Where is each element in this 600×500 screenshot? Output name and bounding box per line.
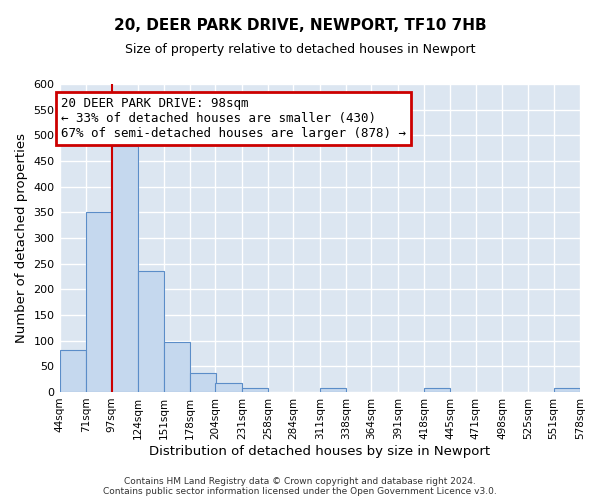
Bar <box>242 388 268 392</box>
Text: Contains HM Land Registry data © Crown copyright and database right 2024.: Contains HM Land Registry data © Crown c… <box>124 477 476 486</box>
Bar <box>164 342 190 392</box>
Text: Contains public sector information licensed under the Open Government Licence v3: Contains public sector information licen… <box>103 487 497 496</box>
Bar <box>554 388 580 392</box>
Bar <box>190 374 217 392</box>
Bar <box>86 212 112 392</box>
Text: 20 DEER PARK DRIVE: 98sqm
← 33% of detached houses are smaller (430)
67% of semi: 20 DEER PARK DRIVE: 98sqm ← 33% of detac… <box>61 97 406 140</box>
X-axis label: Distribution of detached houses by size in Newport: Distribution of detached houses by size … <box>149 444 490 458</box>
Text: Size of property relative to detached houses in Newport: Size of property relative to detached ho… <box>125 42 475 56</box>
Bar <box>320 388 346 392</box>
Y-axis label: Number of detached properties: Number of detached properties <box>15 133 28 343</box>
Bar <box>215 382 242 392</box>
Text: 20, DEER PARK DRIVE, NEWPORT, TF10 7HB: 20, DEER PARK DRIVE, NEWPORT, TF10 7HB <box>113 18 487 32</box>
Bar <box>137 272 164 392</box>
Bar <box>111 146 137 392</box>
Bar <box>424 388 451 392</box>
Bar <box>59 350 86 392</box>
